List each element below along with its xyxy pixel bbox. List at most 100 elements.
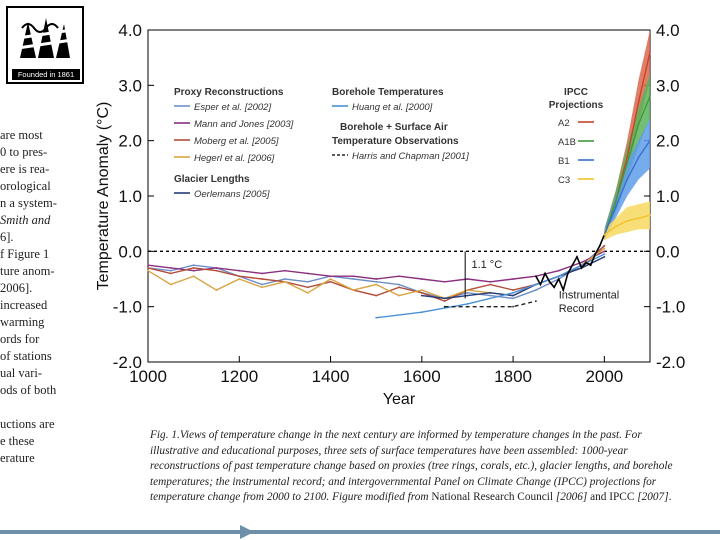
data-point-7	[544, 272, 546, 275]
x-tick-label: 1000	[129, 367, 167, 386]
legend-title: Proxy Reconstructions	[174, 87, 284, 98]
data-point-0	[352, 278, 355, 280]
y-tick-label-right: 4.0	[656, 21, 680, 40]
data-point-4	[512, 294, 514, 297]
article-text-line: Smith and	[0, 213, 51, 227]
data-point-1	[603, 250, 606, 253]
series-line-5	[376, 253, 605, 319]
data-point-9	[637, 123, 640, 125]
legend-title: Temperature Observations	[332, 136, 459, 147]
data-point-6	[443, 305, 446, 308]
annotation-instrumental: Instrumental	[559, 289, 620, 301]
data-point-5	[603, 253, 606, 256]
y-tick-label-left: -1.0	[113, 298, 142, 317]
data-point-1	[261, 272, 263, 275]
data-point-0	[192, 264, 195, 267]
article-text-line: erature	[0, 451, 35, 465]
data-point-1	[147, 264, 149, 267]
article-text-line: ords for	[0, 332, 40, 346]
article-text-line: of stations	[0, 349, 52, 363]
article-text-line: are most	[0, 128, 43, 142]
logo-caption: Founded in 1861	[12, 69, 80, 80]
data-point-2	[420, 291, 423, 294]
data-point-2	[215, 269, 218, 272]
data-point-1	[398, 275, 400, 278]
data-point-9	[614, 200, 617, 203]
data-point-2	[603, 244, 606, 247]
data-point-3	[352, 289, 355, 291]
data-point-1	[329, 275, 332, 278]
y-tick-label-left: 4.0	[118, 21, 142, 40]
data-point-2	[192, 267, 195, 269]
data-point-0	[284, 278, 286, 280]
data-point-7	[585, 261, 588, 264]
caption-ref-2: [2007]	[637, 491, 669, 503]
data-point-7	[566, 272, 569, 275]
data-point-2	[489, 283, 492, 286]
annotation-instrumental: Record	[559, 303, 594, 315]
data-point-5	[557, 275, 560, 278]
data-point-1	[489, 280, 492, 283]
y-tick-label-right: 2.0	[656, 132, 680, 151]
caption-italic-text: Views of temperature change in the next …	[150, 429, 673, 503]
x-tick-label: 1600	[403, 367, 441, 386]
data-point-4	[443, 297, 446, 300]
data-point-1	[284, 269, 286, 272]
legend-entry-label: Mann and Jones [2003]	[194, 119, 294, 130]
data-point-7	[598, 244, 601, 247]
data-point-11	[626, 220, 629, 222]
data-point-2	[512, 289, 514, 291]
data-point-7	[562, 289, 565, 291]
projection-band-a2	[604, 30, 650, 241]
article-text-line: e these	[0, 434, 35, 448]
data-point-2	[238, 275, 241, 278]
data-point-1	[512, 278, 514, 280]
data-point-6	[466, 305, 469, 308]
data-point-4	[420, 294, 423, 297]
data-point-5	[375, 316, 378, 319]
data-point-5	[420, 311, 423, 314]
data-point-11	[637, 217, 640, 220]
x-tick-label: 2000	[585, 367, 623, 386]
data-point-3	[215, 289, 218, 291]
data-point-0	[398, 283, 400, 286]
legend-entry-label: Esper et al. [2002]	[194, 102, 271, 113]
data-point-7	[571, 264, 574, 267]
article-text-column: are most 0 to pres-ere is rea-orological n…	[0, 120, 88, 480]
data-point-6	[512, 305, 514, 308]
data-point-0	[535, 289, 537, 291]
data-point-0	[375, 280, 378, 283]
article-text-line: ods of both	[0, 383, 57, 397]
data-point-0	[169, 269, 172, 272]
legend-title: IPCC	[564, 87, 588, 98]
data-point-9	[649, 95, 651, 98]
data-point-2	[375, 294, 378, 297]
slide-footer-rule	[0, 530, 720, 534]
data-point-3	[466, 289, 469, 291]
data-point-1	[443, 280, 446, 283]
legend-entry-label: Huang et al. [2000]	[352, 102, 433, 113]
data-point-2	[443, 300, 446, 303]
data-point-7	[594, 253, 597, 256]
data-point-1	[352, 275, 355, 278]
data-point-1	[375, 278, 378, 280]
data-point-3	[398, 294, 400, 297]
data-point-3	[284, 280, 286, 283]
data-point-8	[637, 101, 640, 103]
data-point-7	[535, 275, 537, 278]
annotation-warming: 1.1 °C	[471, 259, 502, 271]
data-point-0	[512, 297, 514, 300]
article-text-line: increased	[0, 298, 48, 312]
data-point-0	[261, 283, 263, 286]
data-point-4	[466, 294, 469, 297]
data-point-2	[169, 272, 172, 275]
society-logo: Founded in 1861	[6, 6, 84, 84]
data-point-3	[329, 278, 332, 280]
legend-entry-label: Oerlemans [2005]	[194, 189, 270, 200]
legend-entry-label: B1	[558, 156, 570, 167]
data-point-11	[649, 214, 651, 217]
data-point-0	[489, 294, 492, 297]
article-text-line: 2006].	[0, 281, 33, 295]
data-point-4	[489, 291, 492, 294]
